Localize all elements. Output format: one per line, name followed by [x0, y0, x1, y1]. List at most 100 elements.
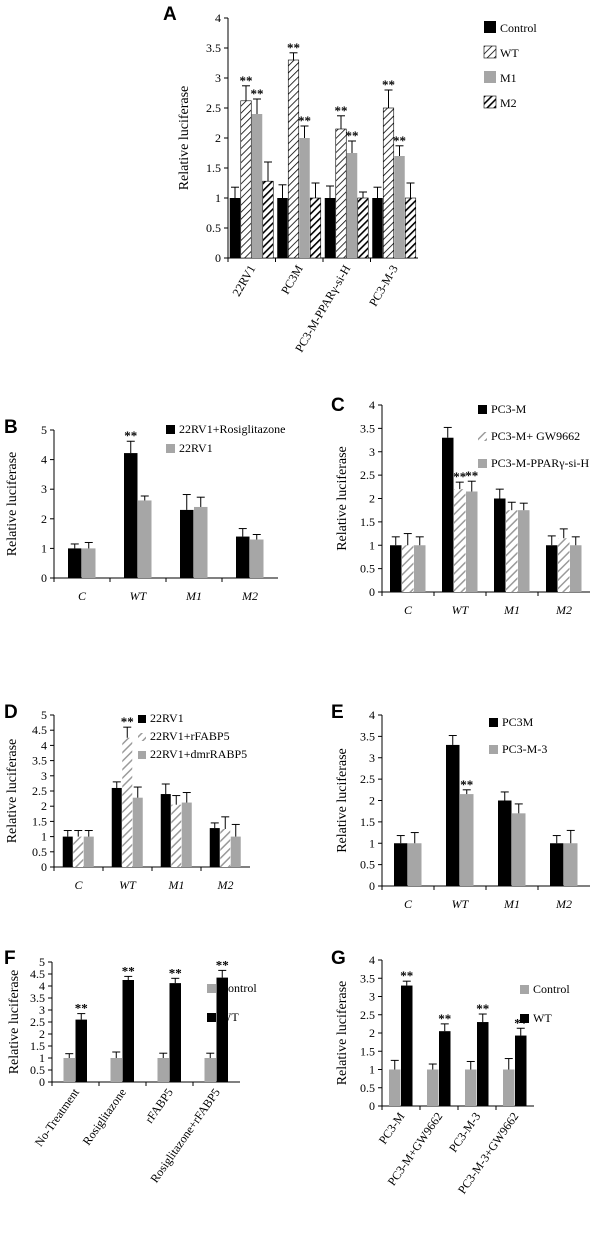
legend-swatch	[138, 715, 146, 723]
y-axis-label: Relative luciferase	[335, 748, 350, 853]
panel-letter: F	[4, 948, 16, 969]
bar	[287, 59, 300, 259]
y-tick-label: 1	[39, 1051, 45, 1065]
legend-label: Control	[220, 981, 257, 995]
y-tick-label: 1	[41, 541, 47, 555]
significance-stars: **	[169, 965, 182, 980]
y-tick-label: 1.5	[360, 815, 375, 829]
legend-label: 22RV1	[179, 441, 213, 455]
bar	[408, 843, 422, 886]
significance-stars: **	[393, 133, 406, 148]
x-tick-label: Rosiglitazone	[80, 1086, 129, 1148]
bar	[160, 794, 171, 867]
y-tick-label: 0	[215, 251, 221, 265]
bar	[394, 843, 408, 886]
y-axis-label: Relative luciferase	[177, 86, 192, 191]
bar	[466, 491, 478, 592]
chart-panel-b: B 0 1 2 3 4 5 Relative luciferase C ** WT M1 M2 22RV1…	[4, 417, 285, 603]
panel-letter: A	[163, 4, 177, 25]
bar	[124, 453, 138, 578]
bar	[68, 548, 82, 578]
legend-swatch	[207, 1013, 216, 1022]
significance-stars: **	[298, 113, 311, 128]
y-tick-label: 5	[39, 955, 45, 969]
bar	[401, 985, 413, 1106]
y-tick-label: 0	[369, 1099, 375, 1113]
bar	[236, 536, 250, 578]
significance-stars: **	[124, 428, 137, 443]
bar	[240, 100, 252, 259]
significance-stars: **	[453, 469, 466, 484]
bar	[209, 828, 220, 867]
y-tick-label: 3	[41, 482, 47, 496]
bar	[503, 1069, 515, 1106]
bar	[477, 1022, 489, 1106]
y-tick-label: 2	[369, 492, 375, 506]
bar	[546, 545, 558, 592]
bar	[570, 545, 582, 592]
y-tick-label: 4	[215, 11, 221, 25]
bar	[309, 197, 322, 259]
panel-letter: G	[331, 948, 346, 969]
legend-label: PC3-M	[491, 402, 527, 416]
bar	[389, 1069, 401, 1106]
significance-stars: **	[75, 1001, 88, 1016]
y-tick-label: 2	[369, 794, 375, 808]
x-tick-label: C	[404, 603, 413, 617]
x-tick-label: M2	[555, 603, 572, 617]
significance-stars: **	[251, 86, 264, 101]
legend-label: PC3-M+ GW9662	[491, 429, 580, 443]
y-tick-label: 0	[41, 860, 47, 874]
legend-swatch	[489, 718, 498, 727]
y-tick-label: 1.5	[30, 1039, 45, 1053]
y-axis-label: Relative luciferase	[335, 981, 350, 1086]
bar	[157, 1058, 169, 1082]
y-tick-label: 1.5	[360, 1044, 375, 1058]
bar	[518, 510, 530, 592]
legend-swatch	[520, 985, 529, 994]
bar	[216, 977, 228, 1082]
y-tick-label: 0	[369, 879, 375, 893]
legend-label: Control	[533, 982, 570, 996]
y-tick-label: 3.5	[360, 421, 375, 435]
y-tick-label: 2.5	[30, 1015, 45, 1029]
y-tick-label: 2	[369, 1026, 375, 1040]
legend-swatch	[484, 71, 496, 83]
bar	[564, 843, 578, 886]
x-tick-label: M1	[503, 897, 520, 911]
chart-panel-d: D 00.51 1.522.533.5 44.55 Relative luciferas…	[4, 702, 250, 892]
bar	[82, 548, 96, 578]
bar	[122, 737, 133, 867]
x-tick-label: PC3-M-3	[366, 263, 401, 309]
legend-swatch	[166, 425, 175, 434]
y-tick-label: 2.5	[360, 772, 375, 786]
significance-stars: **	[121, 714, 134, 729]
panel-letter: C	[331, 395, 345, 416]
y-tick-label: 3	[369, 990, 375, 1004]
bar	[446, 744, 460, 886]
legend-label: PC3-M-PPARγ-si-H	[491, 456, 590, 470]
chart-panel-g: G 0 0.5 1 1.5 2 2.5 3 3.5 4 Relative luciferase ** P…	[331, 948, 570, 1196]
x-tick-label: WT	[119, 878, 137, 892]
y-axis-label: Relative luciferase	[335, 446, 350, 551]
panel-letter: D	[4, 702, 18, 723]
x-tick-label: rFABP5	[142, 1086, 176, 1126]
y-tick-label: 3.5	[360, 729, 375, 743]
bar	[180, 509, 194, 578]
bar	[427, 1069, 439, 1106]
bar	[194, 506, 208, 578]
legend-label: PC3M	[502, 715, 534, 729]
bar	[277, 198, 288, 258]
x-tick-label: M2	[241, 589, 258, 603]
chart-panel-c: C 0 0.5 1 1.5 2 2.5 3 3.5 4 Relative luciferase C **…	[331, 395, 590, 617]
bar	[506, 510, 518, 592]
bar	[382, 107, 395, 259]
y-tick-label: 1	[369, 538, 375, 552]
x-tick-label: WT	[452, 603, 470, 617]
y-tick-label: 2.5	[206, 101, 221, 115]
y-tick-label: 1	[41, 830, 47, 844]
bar	[171, 804, 182, 867]
y-tick-label: 0.5	[30, 1063, 45, 1077]
bar	[465, 1069, 477, 1106]
bar	[390, 545, 402, 592]
